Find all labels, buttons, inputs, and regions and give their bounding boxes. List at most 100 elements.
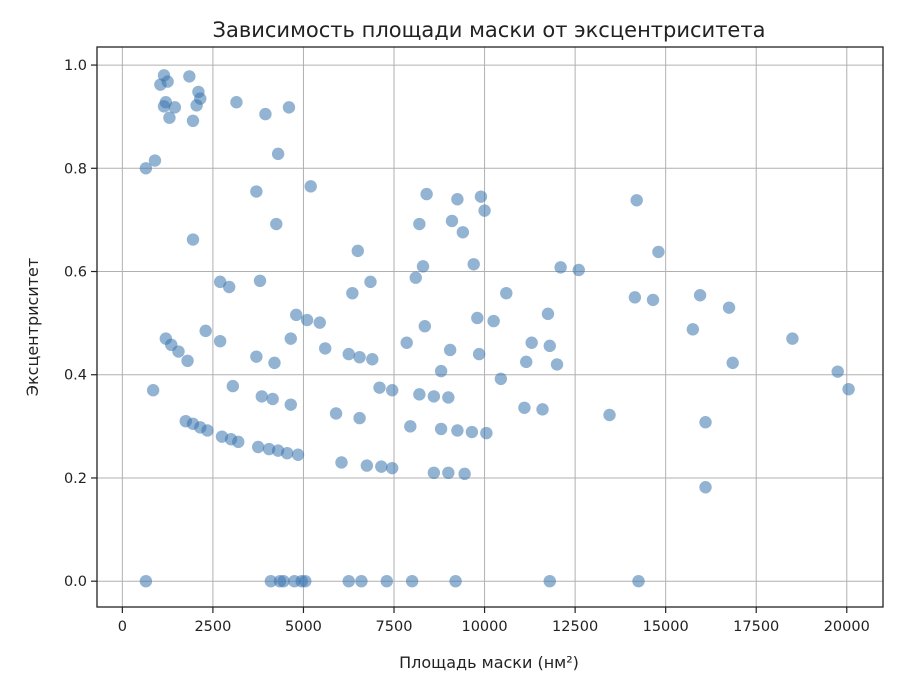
data-point — [536, 403, 549, 416]
data-point — [342, 574, 355, 588]
data-point — [543, 339, 556, 353]
data-point — [686, 323, 700, 336]
data-point — [346, 286, 359, 300]
data-point — [342, 347, 355, 361]
data-point — [831, 365, 844, 378]
chart-title: Зависимость площади маски от эксцентриси… — [213, 18, 766, 42]
data-point — [520, 355, 533, 369]
data-point — [434, 422, 448, 436]
data-point — [386, 461, 399, 475]
data-point — [146, 384, 160, 397]
data-point — [201, 424, 214, 437]
grid — [97, 47, 883, 607]
data-point — [478, 204, 491, 217]
x-axis-ticks: 0 2500 5000 7500 10000 12500 15000 17500 20000 — [118, 607, 870, 635]
y-axis-label: Эксцентриситет — [23, 258, 42, 396]
data-point — [525, 336, 538, 349]
data-point — [380, 574, 393, 588]
data-point — [154, 78, 167, 91]
data-point — [442, 466, 455, 480]
data-point — [268, 356, 281, 370]
data-point — [494, 372, 508, 386]
x-tick-label: 15000 — [643, 619, 689, 635]
data-point — [226, 379, 240, 393]
x-tick-label: 5000 — [285, 619, 322, 635]
data-point — [157, 100, 171, 113]
data-point — [139, 162, 153, 175]
data-point — [500, 286, 513, 300]
data-point — [726, 356, 739, 370]
data-point — [786, 332, 799, 345]
data-point — [434, 364, 448, 378]
data-point — [329, 407, 343, 420]
y-axis-ticks: 0.0 0.2 0.4 0.6 0.8 1.0 — [64, 58, 97, 590]
data-point — [351, 244, 364, 258]
data-point — [181, 354, 194, 368]
data-point — [199, 324, 212, 338]
data-point — [443, 343, 457, 357]
data-point — [163, 111, 176, 124]
x-tick-label: 7500 — [376, 619, 413, 635]
data-point — [300, 313, 314, 327]
data-point — [632, 574, 645, 588]
data-point — [230, 96, 243, 109]
data-point — [299, 574, 312, 588]
data-point — [277, 574, 290, 588]
data-point — [693, 289, 707, 302]
data-point — [172, 345, 185, 358]
y-tick-label: 0.0 — [64, 574, 87, 590]
x-tick-label: 0 — [118, 619, 127, 635]
data-point — [355, 574, 368, 588]
data-point — [427, 466, 441, 480]
data-point — [213, 334, 227, 348]
data-point — [543, 574, 556, 588]
data-point — [842, 382, 855, 396]
y-tick-label: 1.0 — [64, 58, 87, 74]
data-point — [253, 274, 267, 288]
data-point — [284, 332, 297, 345]
data-point — [451, 193, 464, 206]
data-point — [472, 347, 486, 361]
data-point — [353, 411, 366, 425]
data-point — [232, 435, 245, 449]
data-point — [250, 350, 263, 363]
data-point — [335, 456, 348, 469]
data-point — [420, 187, 433, 201]
data-point — [418, 320, 432, 333]
data-point — [264, 574, 278, 588]
data-point — [474, 190, 488, 203]
data-point — [572, 263, 585, 277]
data-point — [360, 459, 374, 472]
data-point — [413, 217, 426, 231]
data-point — [405, 574, 419, 588]
data-point — [282, 101, 296, 114]
data-point — [722, 301, 736, 314]
data-point — [168, 101, 182, 114]
data-point — [251, 440, 265, 454]
data-point — [699, 481, 712, 494]
data-point — [186, 233, 200, 246]
x-tick-label: 2500 — [194, 619, 231, 635]
data-point — [456, 226, 470, 239]
data-point — [427, 390, 441, 403]
data-point — [465, 425, 479, 439]
data-point — [442, 391, 455, 404]
data-point — [375, 460, 388, 473]
y-tick-label: 0.6 — [64, 265, 87, 281]
data-point — [255, 390, 269, 403]
data-point — [404, 420, 417, 433]
data-point — [259, 107, 272, 121]
data-point — [313, 316, 326, 329]
data-point — [416, 260, 430, 273]
data-point — [266, 392, 279, 406]
plot-frame — [96, 46, 884, 608]
data-point — [487, 314, 500, 328]
data-point — [630, 194, 643, 207]
data-point — [550, 358, 564, 371]
data-point — [451, 424, 464, 437]
data-point — [290, 308, 303, 322]
data-point — [280, 446, 294, 460]
y-tick-label: 0.8 — [64, 161, 87, 177]
data-point — [400, 336, 413, 349]
